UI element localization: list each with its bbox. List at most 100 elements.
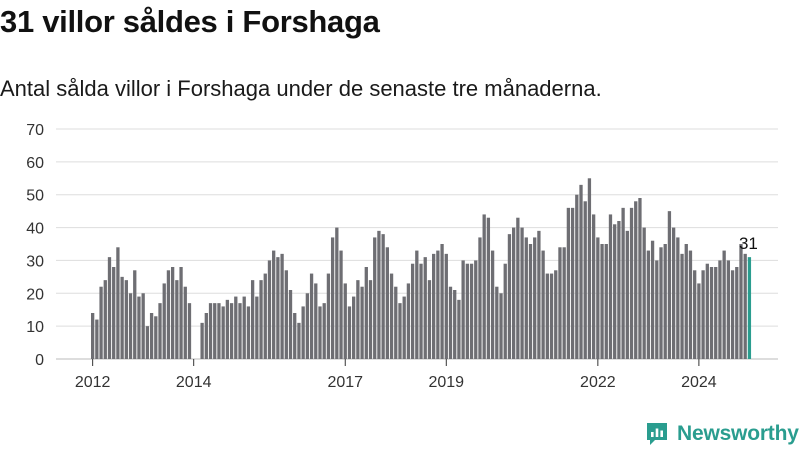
bar (175, 280, 179, 359)
bar (474, 260, 478, 359)
x-tick-label: 2012 (75, 374, 111, 391)
bar (499, 293, 503, 359)
bar (671, 227, 676, 359)
bar (116, 247, 120, 359)
bar (259, 280, 263, 359)
bar (381, 234, 385, 359)
bar (663, 244, 667, 359)
bar (659, 247, 663, 359)
bar (377, 230, 381, 359)
bar (339, 250, 343, 359)
bar (520, 227, 524, 359)
x-tick-label: 2014 (176, 374, 212, 391)
bar (709, 267, 714, 359)
bar (465, 263, 469, 359)
bar (368, 280, 373, 359)
bar (591, 214, 596, 359)
bar (276, 257, 280, 359)
page-title: 31 villor såldes i Forshaga (0, 4, 380, 39)
bar (436, 250, 440, 359)
brand-name: Newsworthy (677, 422, 799, 445)
bar (528, 244, 533, 359)
bar (112, 267, 116, 359)
bar (187, 303, 192, 359)
bar (326, 273, 331, 359)
bar (170, 267, 175, 359)
bar (726, 260, 731, 359)
bar (638, 198, 642, 359)
bar (343, 283, 347, 359)
bar (238, 303, 242, 359)
bar (141, 293, 145, 359)
bar (217, 303, 221, 359)
bar (293, 313, 297, 359)
bar (347, 306, 352, 359)
bar (154, 316, 158, 359)
bar (516, 217, 520, 359)
bar (642, 227, 646, 359)
bar (322, 303, 326, 359)
bar (158, 303, 162, 359)
bar (410, 263, 415, 359)
page-subtitle: Antal sålda villor i Forshaga under de s… (0, 76, 602, 101)
bar (739, 244, 743, 359)
bar (714, 267, 718, 359)
x-tick-label: 2024 (681, 374, 717, 391)
y-tick-label: 30 (26, 253, 44, 270)
bar (697, 283, 701, 359)
bar (701, 270, 705, 359)
y-tick-label: 70 (26, 122, 44, 139)
bar (440, 244, 444, 359)
bar (335, 227, 339, 359)
bar (402, 296, 406, 359)
bar (318, 306, 322, 359)
bar (684, 244, 688, 359)
bar (730, 270, 735, 359)
y-tick-label: 60 (26, 155, 44, 172)
bar (389, 273, 394, 359)
bar (394, 286, 398, 359)
bar (284, 270, 288, 359)
bar (229, 303, 234, 359)
bar (735, 267, 739, 359)
bar (617, 221, 621, 359)
bar (587, 178, 592, 359)
bar (360, 286, 364, 359)
bar (461, 260, 465, 359)
bar (200, 322, 204, 359)
bar (91, 313, 95, 359)
bar (533, 237, 537, 359)
bar (364, 267, 368, 359)
bar (545, 273, 549, 359)
y-tick-label: 0 (35, 352, 44, 369)
bar (246, 306, 251, 359)
x-tick-label: 2017 (327, 374, 363, 391)
bar (95, 319, 99, 359)
bar (579, 184, 583, 359)
bar (301, 306, 305, 359)
bar (490, 250, 495, 359)
bar (524, 237, 528, 359)
bar (722, 250, 726, 359)
bar (99, 286, 103, 359)
bar (541, 250, 545, 359)
y-axis-tick-labels: 0 10 20 30 40 50 60 70 (26, 122, 44, 369)
y-tick-label: 50 (26, 188, 44, 205)
bar (305, 293, 310, 359)
bar (213, 303, 217, 359)
bar (625, 230, 629, 359)
bar (495, 286, 499, 359)
y-tick-label: 10 (26, 319, 44, 336)
bar (406, 283, 411, 359)
bar (423, 257, 427, 359)
bar (469, 263, 474, 359)
bar (208, 303, 213, 359)
bar (667, 211, 672, 359)
bar (107, 257, 112, 359)
bar (676, 237, 680, 359)
bar (650, 240, 655, 359)
bar (621, 207, 625, 359)
bar (272, 250, 276, 359)
bar (415, 250, 419, 359)
bar (680, 253, 684, 359)
